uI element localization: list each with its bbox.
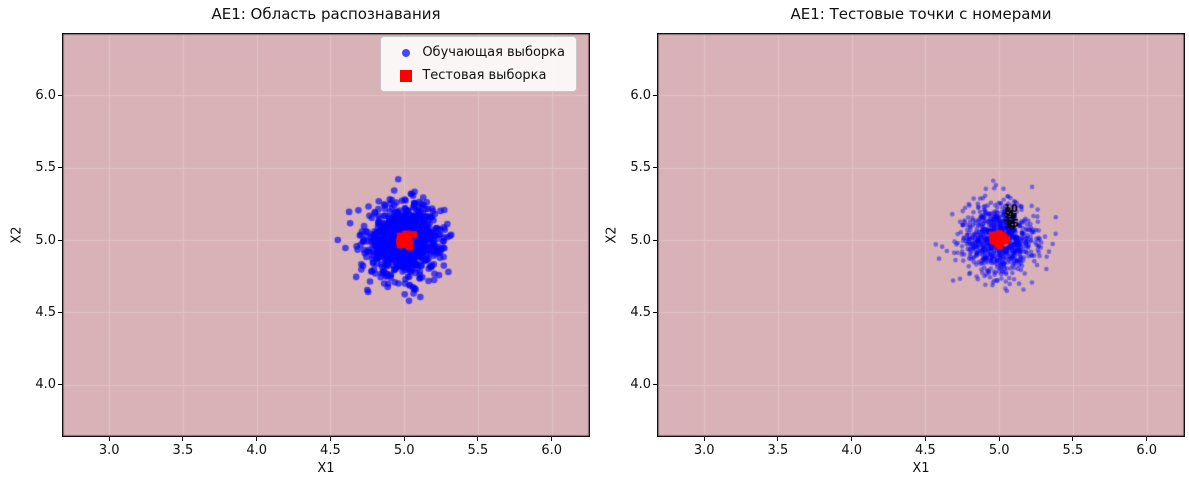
plot-test-points-numbered: AE1: Тестовые точки с номерами X1 X2 3.0… <box>595 0 1189 490</box>
x-tick-mark <box>108 437 110 441</box>
x-tick-mark <box>851 437 853 441</box>
x-axis-label: X1 <box>317 461 335 476</box>
y-tick-mark <box>653 94 657 96</box>
legend-item: Тестовая выборка <box>389 67 565 84</box>
x-tick-mark <box>403 437 405 441</box>
x-tick-label: 3.0 <box>98 443 120 458</box>
x-axis-label: X1 <box>912 461 930 476</box>
y-tick-mark <box>58 384 62 386</box>
legend-item-label: Обучающая выборка <box>422 45 565 60</box>
x-tick-label: 4.0 <box>246 443 268 458</box>
x-tick-label: 5.0 <box>988 443 1010 458</box>
legend: Обучающая выборка Тестовая выборка <box>380 36 577 92</box>
x-tick-label: 5.0 <box>393 443 415 458</box>
x-tick-label: 5.5 <box>467 443 489 458</box>
train-sample-marker-icon <box>389 48 422 57</box>
x-tick-mark <box>477 437 479 441</box>
y-tick-label: 5.5 <box>630 160 651 176</box>
x-tick-label: 4.0 <box>841 443 863 458</box>
y-tick-mark <box>653 384 657 386</box>
x-tick-label: 5.5 <box>1062 443 1084 458</box>
x-tick-mark <box>1072 437 1074 441</box>
y-tick-label: 5.0 <box>630 232 651 248</box>
legend-item-label: Тестовая выборка <box>422 68 547 83</box>
test-sample-marker-icon <box>389 69 422 82</box>
x-tick-label: 3.0 <box>693 443 715 458</box>
y-tick-label: 5.0 <box>35 232 56 248</box>
x-tick-label: 4.5 <box>320 443 341 458</box>
x-tick-mark <box>182 437 184 441</box>
y-tick-mark <box>653 239 657 241</box>
y-tick-mark <box>58 312 62 313</box>
legend-item: Обучающая выборка <box>389 44 565 61</box>
y-tick-label: 6.0 <box>630 87 651 103</box>
plot-title: AE1: Область распознавания <box>211 5 441 23</box>
x-tick-mark <box>998 437 1000 441</box>
x-tick-label: 6.0 <box>541 443 563 458</box>
x-tick-label: 3.5 <box>172 443 194 458</box>
y-tick-mark <box>653 167 657 169</box>
x-tick-mark <box>777 437 779 441</box>
y-tick-mark <box>58 167 62 169</box>
y-tick-mark <box>653 312 657 313</box>
plot-title: AE1: Тестовые точки с номерами <box>790 5 1052 23</box>
y-tick-label: 6.0 <box>35 87 56 103</box>
y-tick-label: 4.0 <box>630 377 651 393</box>
y-tick-mark <box>58 94 62 96</box>
x-tick-label: 3.5 <box>767 443 789 458</box>
y-tick-mark <box>58 239 62 241</box>
x-tick-mark <box>256 437 258 441</box>
y-tick-label: 4.0 <box>35 377 56 393</box>
x-tick-label: 6.0 <box>1136 443 1158 458</box>
axes <box>657 33 1185 437</box>
y-tick-label: 5.5 <box>35 160 56 176</box>
x-tick-label: 4.5 <box>915 443 936 458</box>
scatter-canvas <box>657 33 1185 437</box>
x-tick-mark <box>924 437 926 441</box>
x-tick-mark <box>551 437 553 441</box>
x-tick-mark <box>329 437 331 441</box>
x-tick-mark <box>1146 437 1148 441</box>
y-tick-label: 4.5 <box>630 305 651 320</box>
plot-recognition-region: AE1: Область распознавания Обучающая выб… <box>0 0 594 490</box>
axes: Обучающая выборка Тестовая выборка <box>62 33 590 437</box>
scatter-canvas <box>62 33 590 437</box>
x-tick-mark <box>703 437 705 441</box>
y-tick-label: 4.5 <box>35 305 56 320</box>
